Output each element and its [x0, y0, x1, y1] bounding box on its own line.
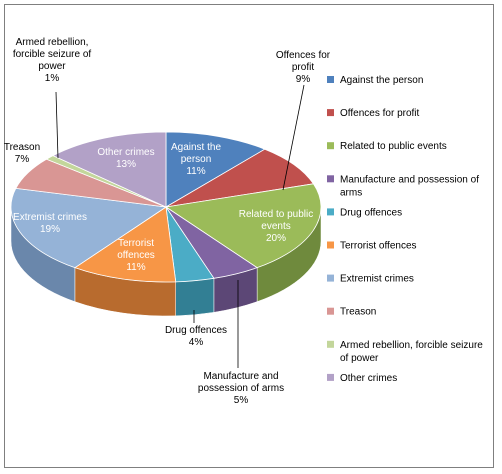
- slice-label-9: Armed rebellion, forcible seizure of power…: [13, 37, 92, 84]
- slice-label-10: Other crimes 13%: [97, 147, 154, 170]
- legend-label-5: Drug offences: [340, 207, 402, 218]
- leader-lines: [55, 84, 305, 368]
- legend-swatch-1: [327, 76, 334, 83]
- legend-item-7: Extremist crimes: [327, 274, 414, 285]
- pie-slice-1: [165, 131, 266, 208]
- leader-line-9: [55, 91, 59, 159]
- chart-frame: [4, 4, 494, 468]
- pie-side-5: [175, 278, 215, 317]
- legend: Against the person Offences for profit Rel…: [327, 75, 483, 384]
- legend-swatch-4: [327, 175, 334, 183]
- legend-item-5: Drug offences: [327, 207, 402, 218]
- legend-swatch-3: [327, 142, 334, 150]
- pie-slice-6: [74, 206, 177, 283]
- slice-label-6: Terrorist offences 11%: [117, 238, 155, 273]
- legend-swatch-7: [327, 274, 334, 282]
- pie-slice-7: [10, 187, 168, 269]
- legend-label-4: Manufacture and possession of arms: [340, 174, 479, 198]
- slice-label-5: Drug offences 4%: [165, 325, 227, 348]
- slice-label-1: Against the person 11%: [171, 142, 221, 177]
- legend-label-6: Terrorist offences: [340, 241, 417, 252]
- leader-line-2: [282, 84, 305, 191]
- slice-label-8: Treason 7%: [4, 142, 40, 165]
- legend-swatch-2: [327, 109, 334, 117]
- legend-item-9: Armed rebellion, forcible seizure of powe…: [327, 340, 483, 364]
- legend-label-10: Other crimes: [340, 373, 397, 384]
- legend-label-9: Armed rebellion, forcible seizure of powe…: [340, 340, 483, 364]
- legend-label-8: Treason: [340, 307, 376, 318]
- pie-slice-3: [164, 183, 322, 269]
- legend-label-7: Extremist crimes: [340, 274, 414, 285]
- legend-item-10: Other crimes: [327, 373, 397, 384]
- legend-swatch-10: [327, 373, 334, 381]
- legend-label-1: Against the person: [340, 75, 423, 86]
- legend-item-8: Treason: [327, 307, 376, 318]
- pie-sides: [10, 206, 322, 317]
- legend-item-2: Offences for profit: [327, 108, 420, 119]
- slice-label-2: Offences for profit 9%: [276, 50, 331, 85]
- pie-slice-2: [165, 148, 315, 208]
- legend-label-3: Related to public events: [340, 141, 447, 152]
- legend-swatch-6: [327, 241, 334, 249]
- legend-item-6: Terrorist offences: [327, 241, 417, 252]
- slice-label-4: Manufacture and possession of arms 5%: [198, 371, 284, 406]
- legend-item-3: Related to public events: [327, 141, 447, 152]
- legend-swatch-9: [327, 340, 334, 348]
- slice-label-3: Related to public events 20%: [239, 209, 314, 244]
- pie-slice-10: [52, 131, 167, 208]
- legend-label-2: Offences for profit: [340, 108, 420, 119]
- slice-labels: Against the person 11% Offences for profit 9%…: [4, 37, 331, 406]
- legend-swatch-8: [327, 307, 334, 315]
- legend-item-4: Manufacture and possession of arms: [327, 174, 479, 198]
- legend-swatch-5: [327, 208, 334, 216]
- pie-slices: [10, 131, 322, 283]
- legend-item-1: Against the person: [327, 75, 423, 86]
- slice-label-7: Extremist crimes 19%: [13, 212, 87, 235]
